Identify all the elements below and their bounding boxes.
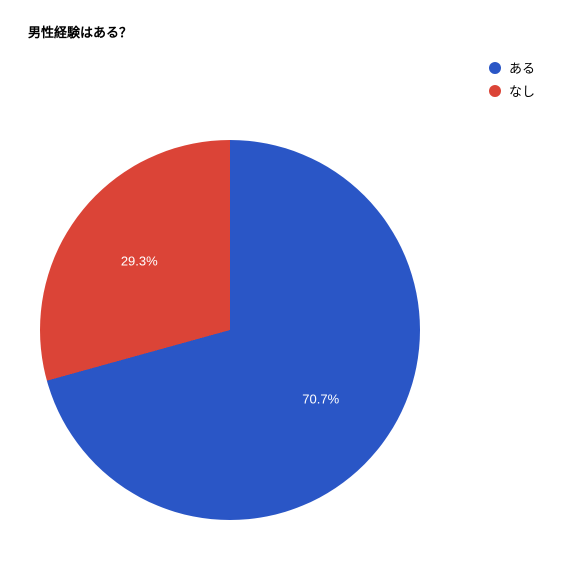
legend-item: なし	[489, 81, 535, 100]
pie-disc	[40, 140, 420, 520]
legend-item: ある	[489, 58, 535, 77]
slice-label: 70.7%	[302, 392, 339, 407]
legend-swatch-icon	[489, 85, 501, 97]
legend-label: なし	[509, 81, 535, 100]
slice-label: 29.3%	[121, 253, 158, 268]
legend-label: ある	[509, 58, 535, 77]
chart-container: 男性経験はある？ ある なし 70.7% 29.3%	[0, 0, 575, 582]
pie-chart: 70.7% 29.3%	[40, 140, 420, 520]
legend-swatch-icon	[489, 62, 501, 74]
chart-title: 男性経験はある？	[28, 22, 132, 41]
legend: ある なし	[489, 58, 535, 104]
